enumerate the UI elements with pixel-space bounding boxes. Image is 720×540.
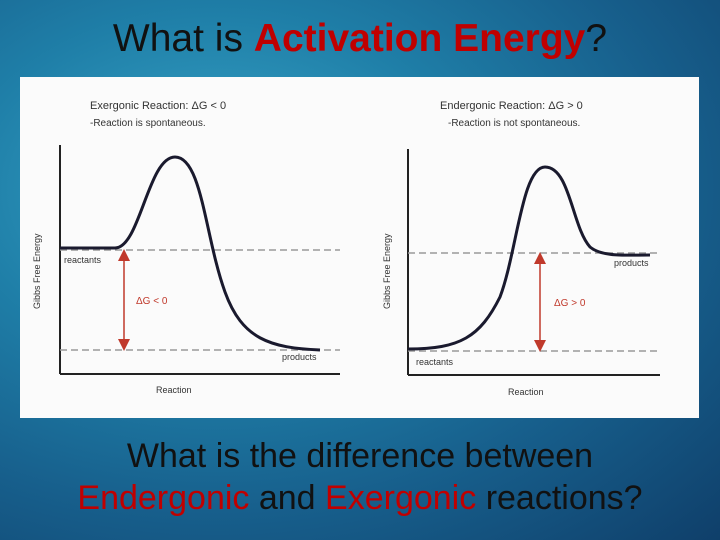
title-highlight: Activation Energy: [253, 17, 586, 60]
exergonic-diagram: Exergonic Reaction: ΔG < 0 -Reaction is …: [32, 100, 340, 395]
title-prefix: What is: [112, 17, 254, 60]
exergonic-energy-curve: [60, 155, 321, 352]
endergonic-word: Endergonic: [77, 479, 250, 517]
exergonic-delta-label: ΔG < 0: [136, 296, 168, 307]
slide-title: What is Activation Energy?: [0, 14, 720, 64]
endergonic-x-axis-label: Reaction: [508, 387, 544, 397]
endergonic-header-line1: Endergonic Reaction: ΔG > 0: [440, 100, 583, 112]
exergonic-word: Exergonic: [325, 479, 477, 517]
question-end: reactions?: [476, 479, 643, 517]
endergonic-y-axis-label: Gibbs Free Energy: [382, 233, 392, 309]
endergonic-reactants-label: reactants: [416, 357, 454, 367]
endergonic-diagram: Endergonic Reaction: ΔG > 0 -Reaction is…: [382, 100, 660, 397]
and-word: and: [249, 479, 326, 517]
exergonic-y-axis-label: Gibbs Free Energy: [32, 233, 42, 309]
exergonic-header-line2: -Reaction is spontaneous.: [90, 118, 206, 129]
slide-question: What is the difference between Endergoni…: [0, 435, 720, 519]
exergonic-reactants-label: reactants: [64, 255, 102, 265]
title-suffix: ?: [585, 17, 608, 60]
exergonic-x-axis-label: Reaction: [156, 385, 192, 395]
exergonic-header-line1: Exergonic Reaction: ΔG < 0: [90, 100, 226, 112]
exergonic-products-label: products: [282, 352, 317, 362]
question-line2: Endergonic and Exergonic reactions?: [0, 477, 720, 519]
endergonic-products-label: products: [614, 258, 649, 268]
endergonic-energy-curve: [407, 165, 651, 351]
endergonic-delta-label: ΔG > 0: [554, 298, 586, 309]
diagram-image: Exergonic Reaction: ΔG < 0 -Reaction is …: [20, 77, 699, 418]
question-line1: What is the difference between: [126, 437, 594, 475]
endergonic-header-line2: -Reaction is not spontaneous.: [448, 118, 580, 129]
